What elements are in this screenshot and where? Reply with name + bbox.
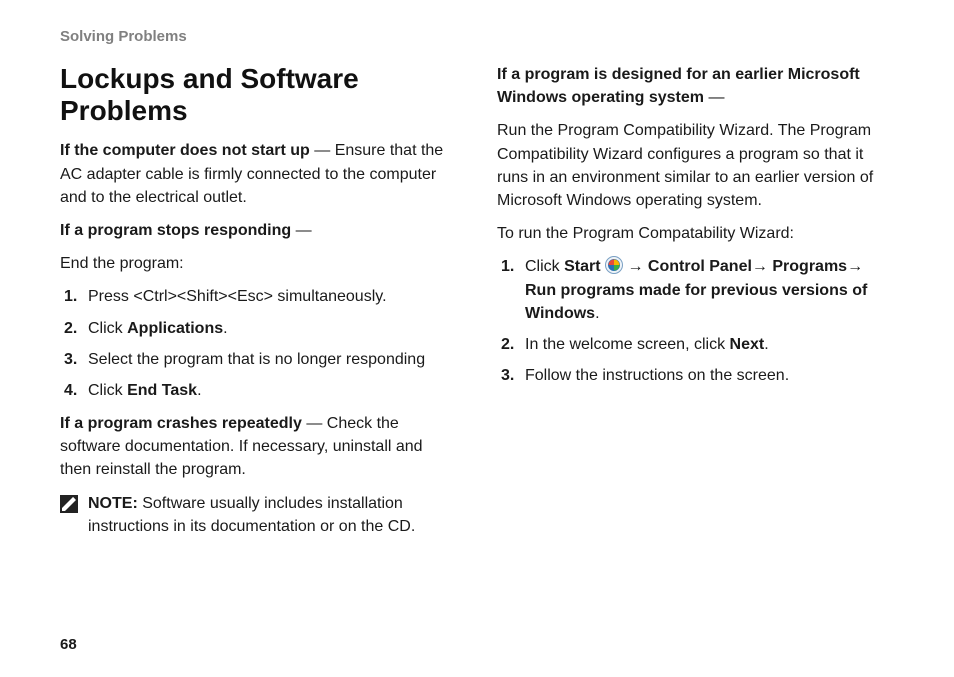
text: → (752, 258, 772, 275)
text: Click (525, 258, 564, 275)
text: Software usually includes installation i… (88, 495, 415, 535)
page-number: 68 (60, 636, 77, 653)
bold-text: Control Panel (648, 258, 752, 275)
para-compat-wizard: Run the Program Compatibility Wizard. Th… (497, 119, 894, 212)
text: . (197, 382, 201, 399)
bold-text: End Task (127, 382, 197, 399)
wizard-steps: Click Start → Control Panel→ Programs→ R… (497, 255, 894, 387)
bold-text: Start (564, 258, 600, 275)
text: In the welcome screen, click (525, 336, 730, 353)
bold-text: Programs (772, 258, 847, 275)
text: Click (88, 382, 127, 399)
list-item: Click Applications. (60, 317, 457, 340)
text: . (595, 305, 599, 322)
bold-text: Run programs made for previous versions … (525, 282, 867, 322)
text: . (764, 336, 768, 353)
lead-startup: If the computer does not start up (60, 142, 310, 159)
list-item: Press <Ctrl><Shift><Esc> simultaneously. (60, 285, 457, 308)
para-run-wizard: To run the Program Compatability Wizard: (497, 222, 894, 245)
windows-start-icon (605, 256, 623, 274)
para-end-program: End the program: (60, 252, 457, 275)
list-item: Click End Task. (60, 379, 457, 402)
text: — (291, 222, 311, 239)
list-item: In the welcome screen, click Next. (497, 333, 894, 356)
note-block: NOTE: Software usually includes installa… (60, 492, 457, 538)
running-head: Solving Problems (60, 28, 894, 45)
lead-stops: If a program stops responding (60, 222, 291, 239)
lead-crashes: If a program crashes repeatedly (60, 415, 302, 432)
note-label: NOTE: (88, 495, 138, 512)
para-startup: If the computer does not start up — Ensu… (60, 139, 457, 209)
note-text: NOTE: Software usually includes installa… (88, 492, 457, 538)
text: . (223, 320, 227, 337)
bold-text: Next (730, 336, 765, 353)
column-right: If a program is designed for an earlier … (497, 63, 894, 538)
note-icon (60, 495, 78, 513)
para-earlier-os: If a program is designed for an earlier … (497, 63, 894, 109)
column-left: Lockups and Software Problems If the com… (60, 63, 457, 538)
end-program-steps: Press <Ctrl><Shift><Esc> simultaneously.… (60, 285, 457, 402)
list-item: Follow the instructions on the screen. (497, 364, 894, 387)
bold-text: Applications (127, 320, 223, 337)
para-crashes: If a program crashes repeatedly — Check … (60, 412, 457, 482)
text: Click (88, 320, 127, 337)
list-item: Select the program that is no longer res… (60, 348, 457, 371)
list-item: Click Start → Control Panel→ Programs→ R… (497, 255, 894, 325)
lead-earlier-os: If a program is designed for an earlier … (497, 66, 860, 106)
text: — (704, 89, 724, 106)
page-title: Lockups and Software Problems (60, 63, 457, 127)
text: → (623, 258, 648, 275)
manual-page: Solving Problems Lockups and Software Pr… (0, 0, 954, 677)
para-stops-responding: If a program stops responding — (60, 219, 457, 242)
two-column-layout: Lockups and Software Problems If the com… (60, 63, 894, 538)
text: → (847, 258, 863, 275)
